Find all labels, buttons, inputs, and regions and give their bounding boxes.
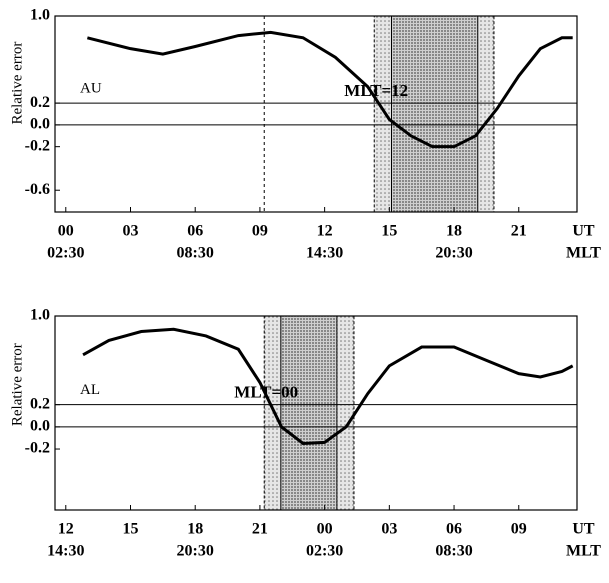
x-tick-label: 00 (58, 223, 74, 240)
y-tick-label: -0.2 (25, 440, 50, 457)
series-label: AL (80, 382, 100, 398)
y-axis-title: Relative error (9, 42, 25, 125)
x-tick-label: 12 (58, 521, 74, 538)
x-tick-label: 00 (317, 521, 333, 538)
plot-frame (54, 15, 578, 213)
x-tick-label: 09 (252, 223, 268, 240)
mlt-tick-label: 14:30 (47, 543, 84, 560)
x-tick-label: 06 (187, 223, 203, 240)
y-tick-label: 0.0 (30, 418, 50, 435)
mlt-tick-label: 08:30 (435, 543, 472, 560)
y-tick-label: 1.0 (30, 307, 50, 324)
y-axis-title: Relative error (9, 343, 25, 426)
x-tick-label: 03 (381, 521, 397, 538)
y-tick-label: -0.2 (25, 137, 50, 154)
x-tick-label: 12 (317, 223, 333, 240)
shade-inner (390, 15, 479, 213)
mlt-tick-label: 20:30 (177, 543, 214, 560)
mlt-tick-label: 20:30 (435, 245, 472, 262)
x-tick-label: 18 (187, 521, 203, 538)
plot-frame (54, 315, 578, 511)
mlt-tick-label: 02:30 (306, 543, 343, 560)
mlt-tick-label: MLT (566, 245, 601, 262)
x-tick-label: 15 (381, 223, 397, 240)
y-tick-label: 1.0 (30, 7, 50, 24)
data-line (82, 327, 574, 446)
y-tick-label: 0.0 (30, 116, 50, 133)
series-label: AU (80, 81, 102, 97)
mlt-tick-label: 14:30 (306, 245, 343, 262)
data-line (86, 30, 573, 149)
x-tick-label: UT (572, 521, 595, 538)
y-tick-label: -0.6 (25, 181, 50, 198)
x-tick-label: 21 (511, 223, 527, 240)
x-tick-label: 09 (511, 521, 527, 538)
x-tick-label: 03 (122, 223, 138, 240)
mlt-tick-label: MLT (566, 543, 601, 560)
x-tick-label: 18 (446, 223, 462, 240)
x-tick-label: 06 (446, 521, 462, 538)
x-tick-label: 15 (122, 521, 138, 538)
x-tick-label: 21 (252, 521, 268, 538)
annotation: MLT=12 (344, 81, 408, 100)
mlt-tick-label: 02:30 (47, 245, 84, 262)
mlt-tick-label: 08:30 (177, 245, 214, 262)
y-tick-label: 0.2 (30, 395, 50, 412)
x-tick-label: UT (572, 223, 595, 240)
annotation: MLT=00 (234, 383, 298, 402)
shade-inner (280, 315, 338, 511)
y-tick-label: 0.2 (30, 94, 50, 111)
